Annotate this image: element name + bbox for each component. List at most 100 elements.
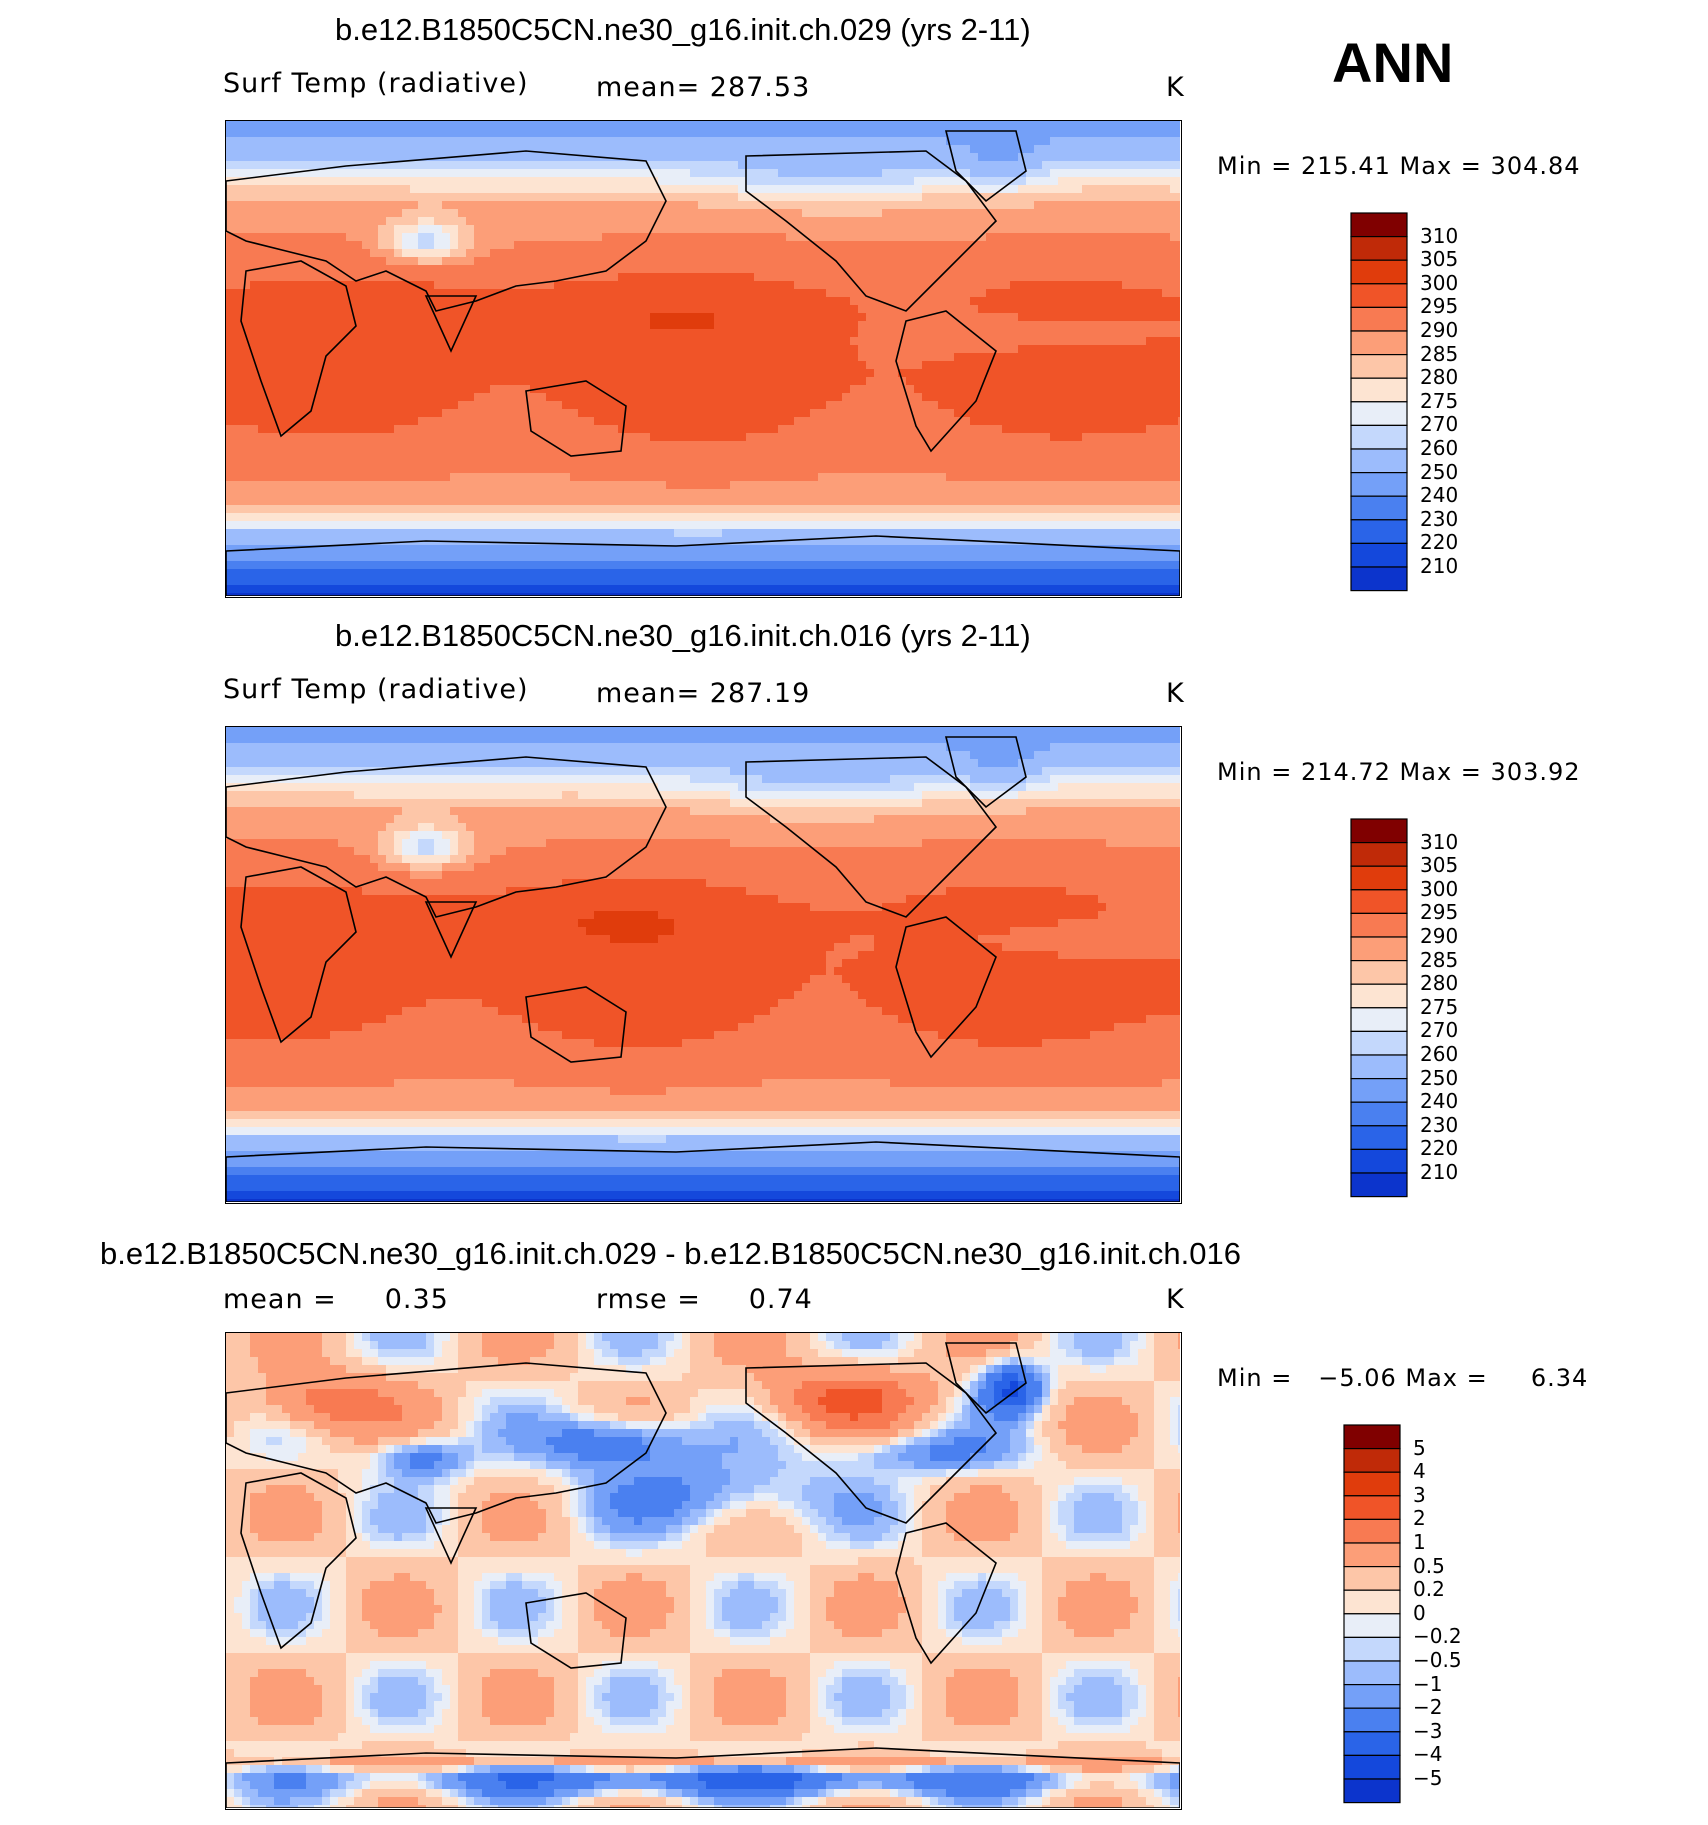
panel-1-cell	[338, 313, 347, 322]
panel-1-cell	[658, 449, 667, 458]
panel-1-cell	[642, 233, 651, 242]
panel-1-cell	[386, 321, 395, 330]
panel-1-cell	[354, 265, 363, 274]
panel-1-cell	[458, 281, 467, 290]
panel-1-cell	[722, 313, 731, 322]
panel-1-cell	[634, 265, 643, 274]
panel-1-cell	[730, 337, 739, 346]
panel-1-cell	[1170, 433, 1179, 442]
panel-1-cell	[658, 241, 667, 250]
panel-1-cell	[354, 145, 363, 154]
panel-1-cell	[586, 217, 595, 226]
panel-1-cell	[1002, 121, 1011, 130]
panel-1-cell	[626, 145, 635, 154]
panel-1-cell	[394, 169, 403, 178]
panel-1-cell	[1082, 417, 1091, 426]
panel-1-cell	[794, 289, 803, 298]
panel-1-cell	[450, 281, 459, 290]
panel-1-cell	[738, 409, 747, 418]
panel-1-cell	[402, 129, 411, 138]
panel-1-cell	[642, 217, 651, 226]
panel-1-cell	[994, 417, 1003, 426]
panel-1-cell	[1050, 169, 1059, 178]
panel-1-cell	[258, 377, 267, 386]
panel-1-cell	[538, 209, 547, 218]
panel-1-cell	[946, 233, 955, 242]
panel-1-cell	[274, 225, 283, 234]
panel-1-cell	[970, 313, 979, 322]
panel-1-cell	[1114, 417, 1123, 426]
panel-1-cell	[730, 409, 739, 418]
panel-1-cell	[266, 425, 275, 434]
panel-1-cell	[882, 305, 891, 314]
panel-1-cell	[1154, 161, 1163, 170]
panel-1-cell	[482, 361, 491, 370]
panel-1-cell	[690, 369, 699, 378]
panel-1-cell	[986, 353, 995, 362]
panel-1-cell	[922, 409, 931, 418]
panel-1-cell	[522, 201, 531, 210]
panel-1-cell	[538, 217, 547, 226]
panel-1-cell	[258, 249, 267, 258]
panel-1-cell	[914, 137, 923, 146]
panel-1-cell	[274, 449, 283, 458]
panel-1-cell	[810, 345, 819, 354]
panel-1-cell	[682, 137, 691, 146]
panel-1-cell	[882, 393, 891, 402]
panel-1-cell	[258, 393, 267, 402]
panel-1-cell	[778, 193, 787, 202]
panel-1-cell	[922, 401, 931, 410]
panel-1-cell	[642, 409, 651, 418]
panel-1-cell	[722, 441, 731, 450]
panel-1-cell	[258, 425, 267, 434]
panel-1-cell	[610, 393, 619, 402]
panel-1-cell	[1018, 345, 1027, 354]
panel-1-cell	[602, 265, 611, 274]
panel-1-cell	[930, 353, 939, 362]
panel-1-cell	[314, 401, 323, 410]
panel-1-cell	[466, 153, 475, 162]
panel-1-cell	[1082, 257, 1091, 266]
panel-1-cell	[914, 185, 923, 194]
panel-1-cell	[306, 249, 315, 258]
panel-1-cell	[1122, 321, 1131, 330]
panel-1-cell	[1162, 145, 1171, 154]
panel-1-cell	[1082, 361, 1091, 370]
panel-1-cell	[794, 329, 803, 338]
panel-1-cell	[394, 449, 403, 458]
panel-1-cell	[1066, 193, 1075, 202]
panel-1-cell	[1018, 225, 1027, 234]
panel-1-cell	[1026, 441, 1035, 450]
panel-1-cell	[1130, 241, 1139, 250]
panel-1-cell	[738, 377, 747, 386]
panel-1-cell	[1154, 393, 1163, 402]
panel-1-cell	[730, 129, 739, 138]
panel-1-cell	[386, 169, 395, 178]
panel-1-cell	[1162, 257, 1171, 266]
panel-1-cell	[514, 209, 523, 218]
panel-1-cell	[434, 393, 443, 402]
panel-1-cell	[1010, 193, 1019, 202]
panel-1-cell	[442, 297, 451, 306]
panel-1-cell	[746, 329, 755, 338]
panel-1-cell	[962, 193, 971, 202]
panel-1-cell	[626, 209, 635, 218]
panel-1-cell	[890, 329, 899, 338]
panel-1-cell	[482, 297, 491, 306]
panel-1-cell	[866, 145, 875, 154]
panel-1-cell	[466, 441, 475, 450]
panel-1-cell	[538, 281, 547, 290]
panel-1-cell	[594, 233, 603, 242]
panel-1-cell	[882, 329, 891, 338]
panel-1-cell	[266, 265, 275, 274]
panel-1-cell	[570, 297, 579, 306]
panel-1-cell	[874, 185, 883, 194]
panel-1-cell	[546, 169, 555, 178]
panel-1-cell	[410, 177, 419, 186]
panel-1-cell	[1050, 377, 1059, 386]
panel-1-cell	[498, 449, 507, 458]
panel-1-cell	[738, 449, 747, 458]
panel-1-cell	[1090, 121, 1099, 130]
panel-1-cell	[386, 193, 395, 202]
panel-1-cell	[634, 249, 643, 258]
